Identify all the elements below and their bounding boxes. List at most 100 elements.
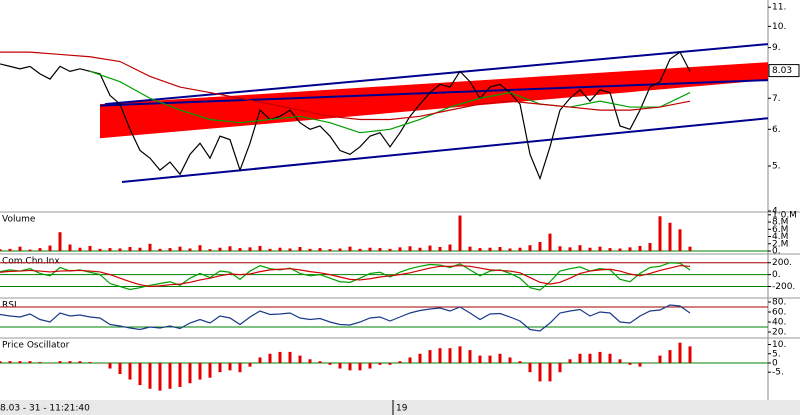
bar: [408, 357, 412, 363]
bar: [668, 350, 672, 363]
bar: [538, 362, 542, 382]
y-tick-label: 8.M: [772, 218, 788, 228]
bar: [568, 247, 572, 251]
bar: [428, 350, 432, 363]
bar: [128, 247, 132, 251]
bar: [678, 229, 682, 251]
bar: [178, 246, 182, 251]
bar: [48, 245, 52, 251]
y-tick-label: 0.: [772, 270, 781, 280]
bar: [308, 359, 312, 363]
bar: [658, 216, 662, 251]
series-line: [0, 262, 691, 291]
y-tick-label: 10.: [772, 22, 786, 32]
bar: [8, 248, 12, 251]
panel-title: Price Oscillator: [2, 341, 70, 351]
bar: [168, 362, 172, 389]
last-price-label: 8.03: [772, 66, 792, 76]
bar: [458, 346, 462, 363]
bar: [448, 348, 452, 363]
bar: [598, 246, 602, 251]
y-tick-label: 6.: [772, 125, 781, 135]
bar: [138, 247, 142, 251]
bar: [398, 247, 402, 251]
bar: [688, 246, 692, 251]
y-tick-label: 40.: [772, 318, 786, 328]
status-text: 8.03 - 31 - 11:21:40: [0, 404, 90, 414]
bar: [198, 362, 202, 380]
y-tick-label: 5.: [772, 349, 781, 359]
bar: [628, 362, 632, 365]
bar: [498, 353, 502, 363]
bar: [578, 353, 582, 363]
bar: [158, 248, 162, 251]
bar: [278, 247, 282, 251]
bar: [308, 248, 312, 251]
bar: [608, 353, 612, 363]
bar: [488, 247, 492, 251]
bar: [28, 361, 32, 363]
bar: [558, 246, 562, 251]
bar: [438, 348, 442, 363]
bar: [518, 247, 522, 251]
bar: [148, 362, 152, 389]
bar: [0, 361, 2, 363]
bar: [428, 245, 432, 251]
bar: [48, 362, 52, 364]
bar: [628, 247, 632, 251]
y-tick-label: 60.: [772, 308, 786, 318]
bar: [608, 248, 612, 251]
series-line: [0, 265, 691, 288]
bar: [378, 362, 382, 365]
series-line: [89, 70, 691, 134]
bar: [358, 362, 362, 371]
panel-title: RSI: [2, 301, 17, 311]
y-tick-label: -200.: [772, 282, 795, 292]
bar: [68, 244, 72, 251]
bar: [598, 351, 602, 363]
bar: [238, 248, 242, 251]
bar: [218, 362, 222, 373]
bar: [0, 249, 2, 251]
bar: [188, 362, 192, 384]
series-line: [0, 51, 691, 181]
bar: [138, 362, 142, 386]
bar: [298, 247, 302, 251]
bar: [128, 362, 132, 380]
bar: [668, 222, 672, 251]
y-tick-label: 5.: [772, 162, 781, 172]
bar: [168, 248, 172, 251]
bar: [38, 362, 42, 363]
bar: [468, 246, 472, 251]
bar: [58, 232, 62, 251]
bar: [18, 246, 22, 251]
bar: [658, 355, 662, 363]
bar: [258, 245, 262, 251]
bar: [558, 362, 562, 373]
bar: [508, 248, 512, 251]
channel-line: [99, 79, 769, 107]
bar: [88, 362, 92, 363]
bar: [118, 362, 122, 375]
bar: [318, 248, 322, 251]
bar: [338, 248, 342, 251]
bar: [98, 362, 102, 364]
bar: [118, 248, 122, 251]
bar: [388, 248, 392, 251]
panel-title: Volume: [2, 215, 36, 225]
series-line: [0, 304, 691, 332]
bar: [208, 362, 212, 378]
bar: [268, 248, 272, 251]
bar: [18, 361, 22, 363]
bar: [508, 357, 512, 363]
bar: [238, 362, 242, 373]
last-price-box: [768, 64, 800, 78]
bar: [618, 248, 622, 251]
bar: [398, 361, 402, 363]
bar: [348, 362, 352, 371]
bar: [98, 248, 102, 251]
bar: [358, 248, 362, 251]
y-tick-label: 7.: [772, 94, 781, 104]
bar: [78, 361, 82, 363]
